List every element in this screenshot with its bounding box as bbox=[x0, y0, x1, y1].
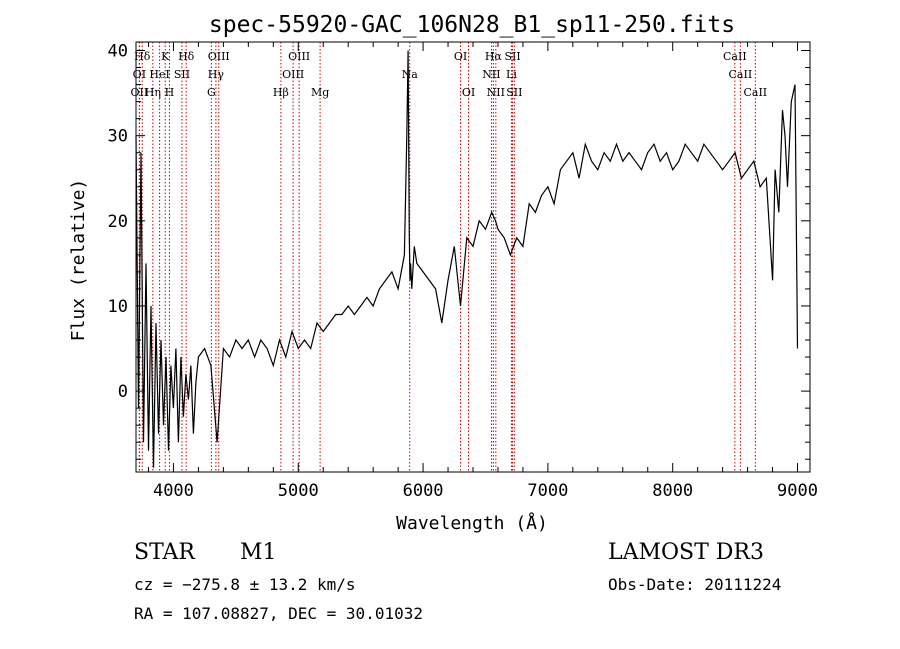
x-tick-label: 7000 bbox=[527, 481, 568, 501]
spectral-line-label: OIII bbox=[282, 68, 304, 81]
spectral-line-label: CaII bbox=[729, 68, 753, 81]
y-axis-label: Flux (relative) bbox=[68, 179, 89, 342]
x-tick-label: 8000 bbox=[652, 481, 693, 501]
spectral-line-label: Hδ bbox=[178, 50, 195, 63]
y-tick-label: 0 bbox=[118, 382, 128, 402]
spectral-line-label: Li bbox=[506, 68, 517, 81]
x-tick-label: 6000 bbox=[403, 481, 444, 501]
object-subclass: M1 bbox=[240, 540, 277, 565]
survey-name: LAMOST DR3 bbox=[608, 540, 764, 565]
spectral-line-label: CaII bbox=[723, 50, 747, 63]
spectral-line-label: Hγ bbox=[208, 68, 225, 81]
spectral-line-label: NII bbox=[482, 68, 500, 81]
spectral-line-label: OIII bbox=[288, 50, 310, 63]
spectral-line-label: NII bbox=[487, 86, 505, 99]
redshift-velocity: cz = −275.8 ± 13.2 km/s bbox=[134, 575, 356, 594]
spectral-line-label: Hδ bbox=[134, 50, 151, 63]
spectral-line-label: SII bbox=[506, 86, 522, 99]
observation-date: Obs-Date: 20111224 bbox=[608, 575, 782, 594]
spectral-line-label: G bbox=[207, 86, 216, 99]
spectral-line-label: Hα bbox=[485, 50, 503, 63]
spectral-line-label: OI bbox=[133, 68, 146, 81]
spectral-line-label: OI bbox=[454, 50, 467, 63]
plot-frame bbox=[135, 41, 811, 473]
spectral-line-label: Hη bbox=[145, 86, 161, 99]
object-class: STAR bbox=[134, 540, 195, 565]
spectral-line-label: SII bbox=[174, 68, 190, 81]
spectral-line-label: HeI bbox=[149, 68, 169, 81]
spectral-line-label: OI bbox=[462, 86, 475, 99]
x-axis-label: Wavelength (Å) bbox=[396, 512, 548, 534]
spectral-line-label: OIII bbox=[208, 50, 230, 63]
y-axis-ticks: 0 10 20 30 40 bbox=[108, 42, 810, 460]
y-tick-label: 10 bbox=[108, 297, 128, 317]
spectral-line-label: Hβ bbox=[273, 86, 289, 99]
spectral-line-label: H bbox=[165, 86, 175, 99]
spectrum-chart: spec-55920-GAC_106N28_B1_sp11-250.fits H… bbox=[68, 12, 818, 534]
spectral-line-markers bbox=[138, 42, 756, 472]
y-tick-label: 20 bbox=[108, 212, 128, 232]
spectral-line-label: K bbox=[161, 50, 170, 63]
spectral-line-label: Mg bbox=[311, 86, 329, 99]
spectral-line-label: OII bbox=[131, 86, 149, 99]
spectrum-series-line bbox=[135, 50, 799, 468]
x-axis-ticks: 4000 5000 6000 7000 8000 9000 bbox=[147, 42, 818, 501]
spectral-line-label: CaII bbox=[743, 86, 767, 99]
chart-title: spec-55920-GAC_106N28_B1_sp11-250.fits bbox=[209, 12, 735, 38]
spectral-line-label: SII bbox=[504, 50, 520, 63]
spectral-line-label: Na bbox=[402, 68, 419, 81]
coordinates: RA = 107.08827, DEC = 30.01032 bbox=[134, 604, 423, 623]
y-tick-label: 30 bbox=[108, 127, 128, 147]
x-tick-label: 5000 bbox=[278, 481, 319, 501]
x-tick-label: 4000 bbox=[153, 481, 194, 501]
y-tick-label: 40 bbox=[108, 42, 128, 62]
x-tick-label: 9000 bbox=[777, 481, 818, 501]
